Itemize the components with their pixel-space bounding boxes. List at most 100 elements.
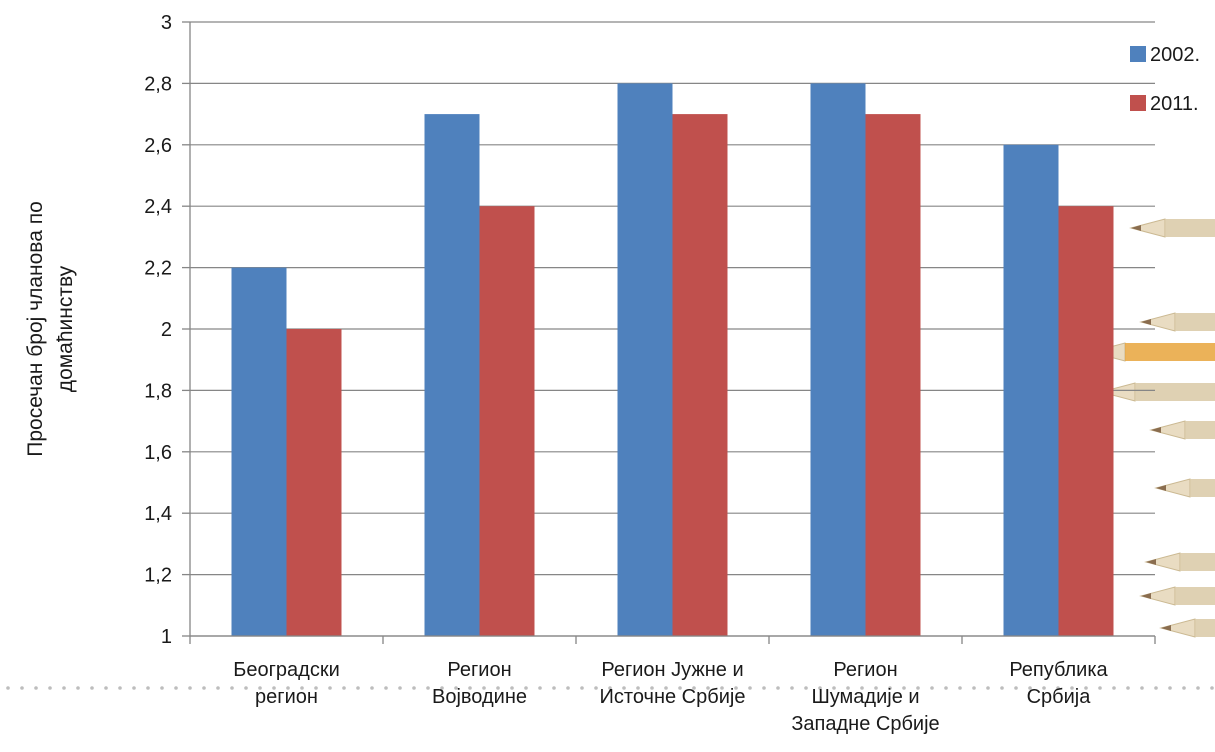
pencil-body	[1135, 383, 1215, 401]
rule-dot	[160, 686, 164, 690]
rule-dot	[1042, 686, 1046, 690]
pencil-icon	[1099, 382, 1215, 402]
rule-dot	[930, 686, 934, 690]
y-axis-title: Просечан број чланова по домаћинству	[24, 201, 77, 457]
legend-label: 2011.	[1150, 93, 1199, 115]
pencil-body	[1165, 219, 1215, 237]
x-tick-label: Република Србија	[1009, 659, 1108, 708]
y-tick-label: 1	[161, 626, 172, 648]
y-tick-label: 1,4	[144, 503, 172, 525]
rule-dot	[1112, 686, 1116, 690]
rule-dot	[1168, 686, 1172, 690]
rule-dot	[272, 686, 276, 690]
rule-dot	[594, 686, 598, 690]
bar-2011-3	[865, 114, 921, 637]
rule-dot	[174, 686, 178, 690]
rule-dot	[328, 686, 332, 690]
bar-2011-4	[1058, 206, 1114, 636]
bar-2011-0	[286, 329, 342, 636]
rule-dot	[524, 686, 528, 690]
rule-dot	[650, 686, 654, 690]
x-tick-label-line: Србија	[1027, 686, 1092, 708]
rule-dot	[384, 686, 388, 690]
rule-dot	[496, 686, 500, 690]
pencil-icon	[1139, 586, 1215, 606]
y-tick-label: 2	[161, 319, 172, 341]
x-tick-label-line: Република	[1009, 659, 1108, 681]
rule-dot	[90, 686, 94, 690]
pencil-body	[1185, 421, 1215, 439]
x-tick-label-line: Београдски	[233, 659, 340, 681]
x-tick-label-line: Регион	[447, 659, 511, 681]
rule-dot	[944, 686, 948, 690]
x-tick-label-line: Војводине	[432, 686, 527, 708]
pencil-body	[1190, 479, 1215, 497]
x-tick-label: Регион Војводине	[432, 659, 527, 708]
rule-dot	[636, 686, 640, 690]
rule-dot	[706, 686, 710, 690]
rule-dot	[188, 686, 192, 690]
x-tick-label: Регион Јужне и Источне Србије	[600, 659, 746, 708]
rule-dot	[118, 686, 122, 690]
rule-dot	[76, 686, 80, 690]
pencil-body	[1180, 553, 1215, 571]
pencil-body	[1175, 587, 1215, 605]
bars	[231, 83, 1114, 637]
pencil-icon	[1154, 478, 1215, 498]
rule-dot	[146, 686, 150, 690]
rule-dot	[1028, 686, 1032, 690]
x-tick-label-line: Шумадије и	[811, 686, 919, 708]
rule-dot	[916, 686, 920, 690]
legend-item-2011: 2011.	[1130, 93, 1199, 115]
rule-dot	[776, 686, 780, 690]
pencil-icon	[1139, 312, 1215, 332]
rule-dot	[1182, 686, 1186, 690]
rule-dot	[860, 686, 864, 690]
rule-dot	[888, 686, 892, 690]
rule-dot	[426, 686, 430, 690]
rule-dot	[818, 686, 822, 690]
pencil-lead	[1141, 593, 1151, 599]
bar-2002-1	[424, 114, 480, 637]
x-tick-labels: Београдски регион Регион Војводине Регион Ју…	[233, 659, 1108, 735]
pencil-lead	[1146, 559, 1156, 565]
rule-dot	[356, 686, 360, 690]
legend-item-2002: 2002.	[1130, 44, 1200, 66]
y-axis-title-text: Просечан број чланова по домаћинству	[24, 201, 77, 457]
rule-dot	[454, 686, 458, 690]
y-tick-label: 2,2	[144, 258, 172, 280]
rule-dot	[1140, 686, 1144, 690]
rule-dot	[1154, 686, 1158, 690]
y-tick-labels: 1 1,2 1,4 1,6 1,8 2 2,2 2,4 2,6 2,8 3	[144, 12, 172, 648]
y-tick-label: 2,8	[144, 73, 172, 95]
rule-dot	[902, 686, 906, 690]
rule-dot	[1098, 686, 1102, 690]
rule-dot	[552, 686, 556, 690]
pencil-lead	[1131, 225, 1141, 231]
rule-dot	[622, 686, 626, 690]
bar-2011-2	[672, 114, 728, 637]
rule-dot	[986, 686, 990, 690]
y-tick-label: 1,2	[144, 565, 172, 587]
legend: 2002. 2011.	[1130, 44, 1200, 115]
rule-dot	[832, 686, 836, 690]
pencil-lead	[1156, 485, 1166, 491]
rule-dot	[748, 686, 752, 690]
y-tick-label: 1,6	[144, 442, 172, 464]
rule-dot	[244, 686, 248, 690]
axes	[182, 21, 1156, 644]
rule-dot	[230, 686, 234, 690]
x-tick-label-line: регион	[255, 686, 318, 708]
rule-dot	[300, 686, 304, 690]
legend-swatch	[1130, 46, 1146, 62]
x-tick-label: Београдски регион	[233, 659, 340, 708]
rule-dot	[1084, 686, 1088, 690]
rule-dot	[6, 686, 10, 690]
y-axis-title-line: Просечан број чланова по	[24, 201, 47, 457]
pencil-body	[1195, 619, 1215, 637]
rule-dot	[762, 686, 766, 690]
rule-dot	[664, 686, 668, 690]
rule-dot	[790, 686, 794, 690]
rule-dot	[132, 686, 136, 690]
